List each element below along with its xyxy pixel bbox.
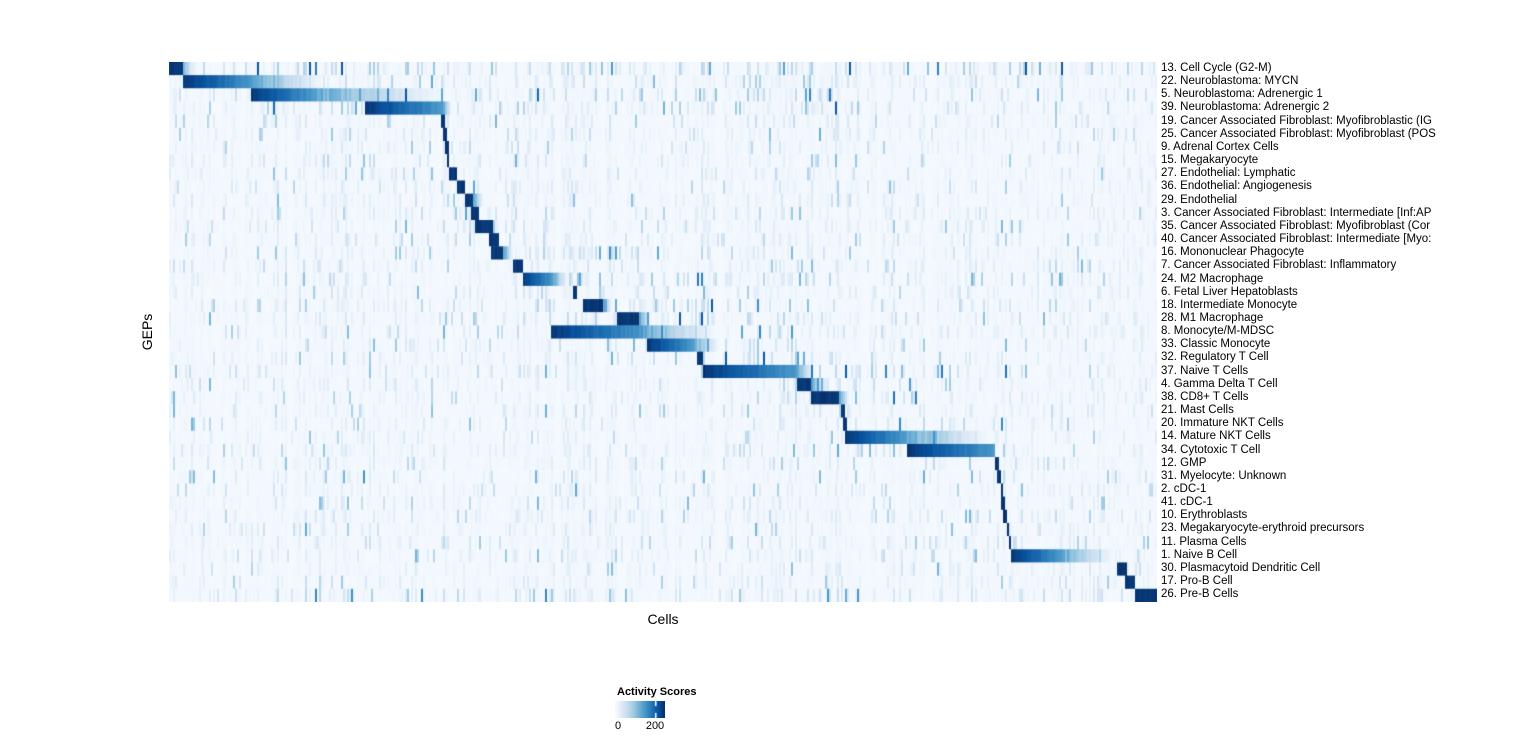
gep-row-label: 26. Pre-B Cells [1161, 588, 1239, 601]
gep-row-label: 22. Neuroblastoma: MYCN [1161, 75, 1299, 88]
gep-row-label: 23. Megakaryocyte-erythroid precursors [1161, 522, 1365, 535]
gep-row-label: 16. Mononuclear Phagocyte [1161, 246, 1305, 259]
gep-row-label: 10. Erythroblasts [1161, 509, 1248, 522]
gep-row-label: 15. Megakaryocyte [1161, 154, 1259, 167]
x-axis-title-text: Cells [647, 611, 679, 627]
gep-row-label: 33. Classic Monocyte [1161, 338, 1271, 351]
activity-scores-legend: Activity Scores 0 200 [615, 686, 775, 738]
gep-row-label: 4. Gamma Delta T Cell [1161, 377, 1278, 390]
gep-row-label: 31. Myelocyte: Unknown [1161, 469, 1287, 482]
gep-row-label: 32. Regulatory T Cell [1161, 351, 1269, 364]
gep-row-label: 8. Monocyte/M-MDSC [1161, 325, 1275, 338]
gep-row-label: 36. Endothelial: Angiogenesis [1161, 180, 1312, 193]
gep-row-label: 27. Endothelial: Lymphatic [1161, 167, 1296, 180]
gep-row-label: 40. Cancer Associated Fibroblast: Interm… [1161, 233, 1432, 246]
gep-row-label: 25. Cancer Associated Fibroblast: Myofib… [1161, 127, 1436, 140]
gep-row-label: 9. Adrenal Cortex Cells [1161, 140, 1279, 153]
legend-title: Activity Scores [617, 686, 697, 698]
gep-row-label: 14. Mature NKT Cells [1161, 430, 1271, 443]
legend-tick-min: 0 [614, 720, 622, 732]
gep-row-label: 35. Cancer Associated Fibroblast: Myofib… [1161, 219, 1431, 232]
gep-row-label: 37. Naive T Cells [1161, 364, 1249, 377]
gep-row-label: 21. Mast Cells [1161, 404, 1234, 417]
legend-ticks: 0 200 [615, 720, 775, 734]
gep-row-label: 3. Cancer Associated Fibroblast: Interme… [1161, 206, 1432, 219]
gep-row-label: 20. Immature NKT Cells [1161, 417, 1284, 430]
gep-row-label: 28. M1 Macrophage [1161, 311, 1264, 324]
gep-row-label: 6. Fetal Liver Hepatoblasts [1161, 285, 1298, 298]
gep-row-label: 17. Pro-B Cell [1161, 575, 1233, 588]
gep-row-label: 34. Cytotoxic T Cell [1161, 443, 1261, 456]
gep-row-label: 7. Cancer Associated Fibroblast: Inflamm… [1161, 259, 1397, 272]
legend-colorbar [615, 701, 665, 718]
gep-row-labels: 13. Cell Cycle (G2-M) 22. Neuroblastoma: … [1161, 62, 1540, 603]
gep-row-label: 11. Plasma Cells [1161, 535, 1247, 548]
gep-row-label: 24. M2 Macrophage [1161, 272, 1264, 285]
gep-row-label: 2. cDC-1 [1161, 483, 1207, 495]
gep-row-label: 13. Cell Cycle (G2-M) [1161, 62, 1272, 74]
gep-row-label: 38. CD8+ T Cells [1161, 390, 1249, 403]
heatmap-canvas [169, 62, 1157, 602]
gep-row-label: 1. Naive B Cell [1161, 548, 1238, 561]
gep-row-label: 39. Neuroblastoma: Adrenergic 2 [1161, 101, 1330, 114]
gep-row-label: 29. Endothelial [1161, 193, 1238, 206]
gep-row-label: 18. Intermediate Monocyte [1161, 298, 1298, 311]
legend-tick-200: 200 [645, 720, 665, 732]
gep-row-label: 30. Plasmacytoid Dendritic Cell [1161, 561, 1321, 574]
gep-row-label: 19. Cancer Associated Fibroblast: Myofib… [1161, 114, 1433, 127]
gep-row-label: 41. cDC-1 [1161, 496, 1213, 509]
y-axis-title-text: GEPs [139, 313, 155, 351]
gep-row-label: 12. GMP [1161, 456, 1207, 469]
gep-row-label: 5. Neuroblastoma: Adrenergic 1 [1161, 88, 1323, 101]
